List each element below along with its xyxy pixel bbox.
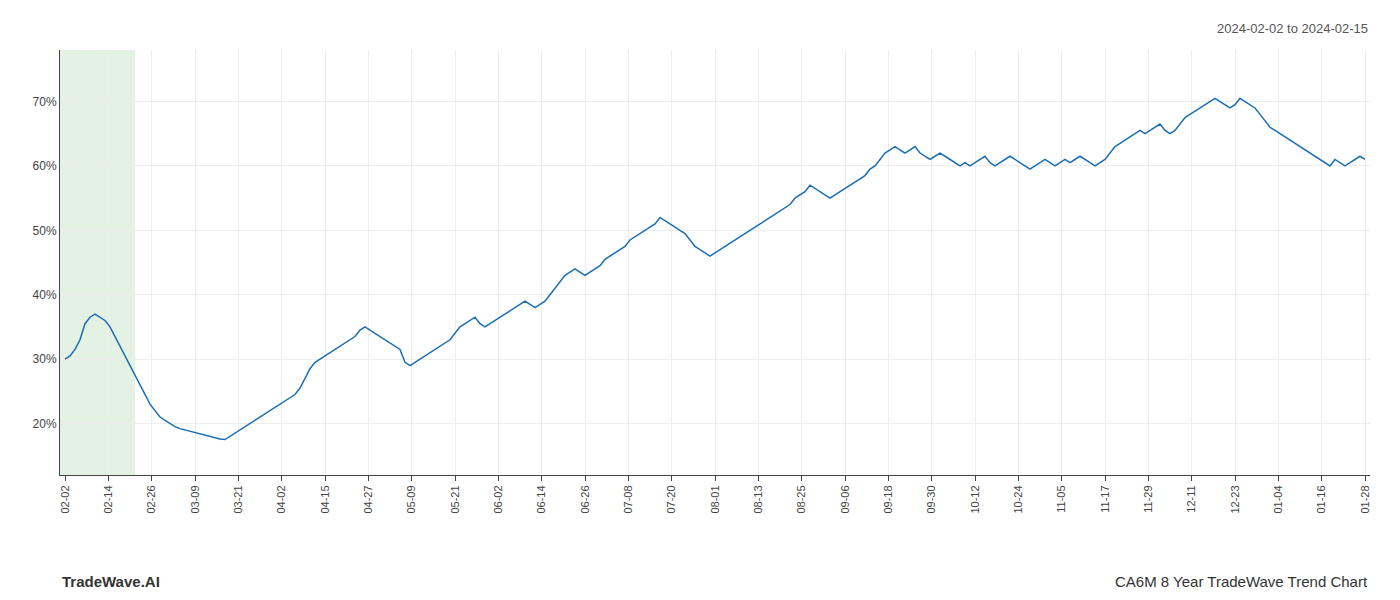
svg-text:06-26: 06-26 — [579, 485, 591, 513]
svg-text:40%: 40% — [33, 288, 57, 302]
svg-text:01-28: 01-28 — [1359, 485, 1371, 513]
svg-text:CA6M 8 Year TradeWave Trend Ch: CA6M 8 Year TradeWave Trend Chart — [1115, 573, 1368, 590]
svg-text:11-05: 11-05 — [1055, 485, 1067, 512]
svg-text:05-21: 05-21 — [449, 485, 461, 513]
svg-text:10-24: 10-24 — [1012, 485, 1024, 513]
svg-text:01-04: 01-04 — [1272, 485, 1284, 513]
svg-text:02-14: 02-14 — [102, 485, 114, 513]
svg-text:08-13: 08-13 — [752, 485, 764, 513]
svg-text:01-16: 01-16 — [1315, 485, 1327, 513]
svg-text:03-21: 03-21 — [232, 485, 244, 513]
svg-text:06-14: 06-14 — [535, 485, 547, 513]
svg-text:50%: 50% — [33, 224, 57, 238]
svg-text:30%: 30% — [33, 352, 57, 366]
svg-text:70%: 70% — [33, 95, 57, 109]
svg-text:10-12: 10-12 — [969, 485, 981, 513]
svg-text:07-08: 07-08 — [622, 485, 634, 513]
svg-text:20%: 20% — [33, 417, 57, 431]
svg-text:12-11: 12-11 — [1185, 485, 1197, 512]
svg-text:08-01: 08-01 — [709, 485, 721, 513]
svg-text:12-23: 12-23 — [1229, 485, 1241, 513]
svg-text:TradeWave.AI: TradeWave.AI — [62, 573, 160, 590]
svg-text:2024-02-02 to 2024-02-15: 2024-02-02 to 2024-02-15 — [1217, 21, 1368, 36]
svg-text:09-06: 09-06 — [839, 485, 851, 513]
svg-text:60%: 60% — [33, 159, 57, 173]
svg-text:08-25: 08-25 — [795, 485, 807, 513]
svg-text:04-15: 04-15 — [319, 485, 331, 513]
svg-text:02-02: 02-02 — [59, 485, 71, 513]
svg-text:04-02: 04-02 — [275, 485, 287, 513]
svg-text:03-09: 03-09 — [189, 485, 201, 513]
svg-text:11-17: 11-17 — [1099, 485, 1111, 512]
svg-text:09-30: 09-30 — [925, 485, 937, 513]
svg-text:09-18: 09-18 — [882, 485, 894, 513]
svg-text:05-09: 05-09 — [405, 485, 417, 513]
svg-text:06-02: 06-02 — [492, 485, 504, 513]
svg-text:11-29: 11-29 — [1142, 485, 1154, 512]
svg-text:07-20: 07-20 — [665, 485, 677, 513]
svg-text:02-26: 02-26 — [145, 485, 157, 513]
svg-text:04-27: 04-27 — [362, 485, 374, 513]
